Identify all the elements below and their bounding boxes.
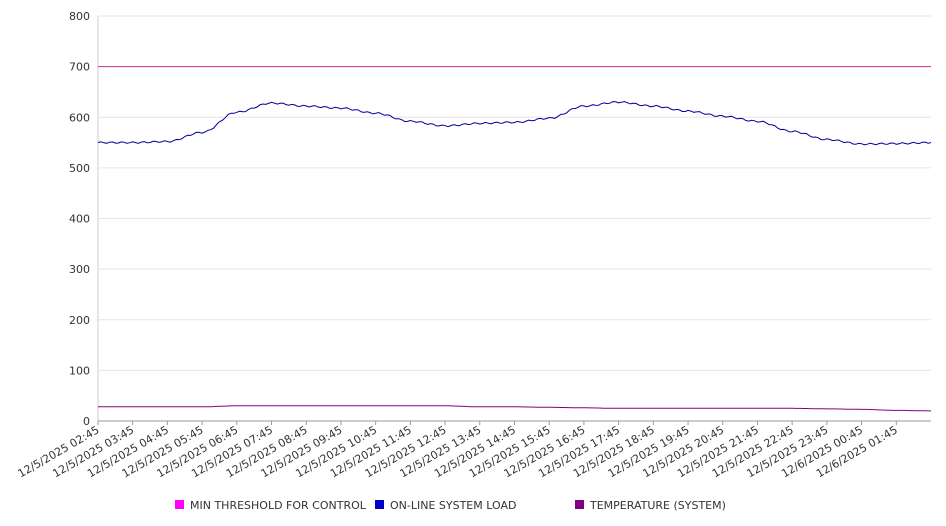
legend-swatch [175,500,184,509]
y-tick-label: 0 [83,415,90,428]
legend: MIN THRESHOLD FOR CONTROL ON-LINE SYSTEM … [175,499,726,512]
legend-swatch [375,500,384,509]
y-tick-label: 500 [69,162,90,175]
legend-label: TEMPERATURE (SYSTEM) [589,499,726,512]
y-tick-label: 700 [69,61,90,74]
legend-label: ON-LINE SYSTEM LOAD [390,499,516,512]
series-lines [97,66,932,412]
y-tick-label: 200 [69,314,90,327]
y-tick-label: 100 [69,364,90,377]
y-axis-ticks: 0 100 200 300 400 500 600 700 800 [69,10,90,428]
y-tick-label: 300 [69,263,90,276]
legend-label: MIN THRESHOLD FOR CONTROL [190,499,367,512]
grid-lines [98,15,931,371]
y-tick-label: 400 [69,213,90,226]
y-tick-label: 800 [69,10,90,23]
legend-swatch [575,500,584,509]
y-tick-label: 600 [69,111,90,124]
series-line-2 [98,405,931,412]
series-line-1 [97,100,932,146]
